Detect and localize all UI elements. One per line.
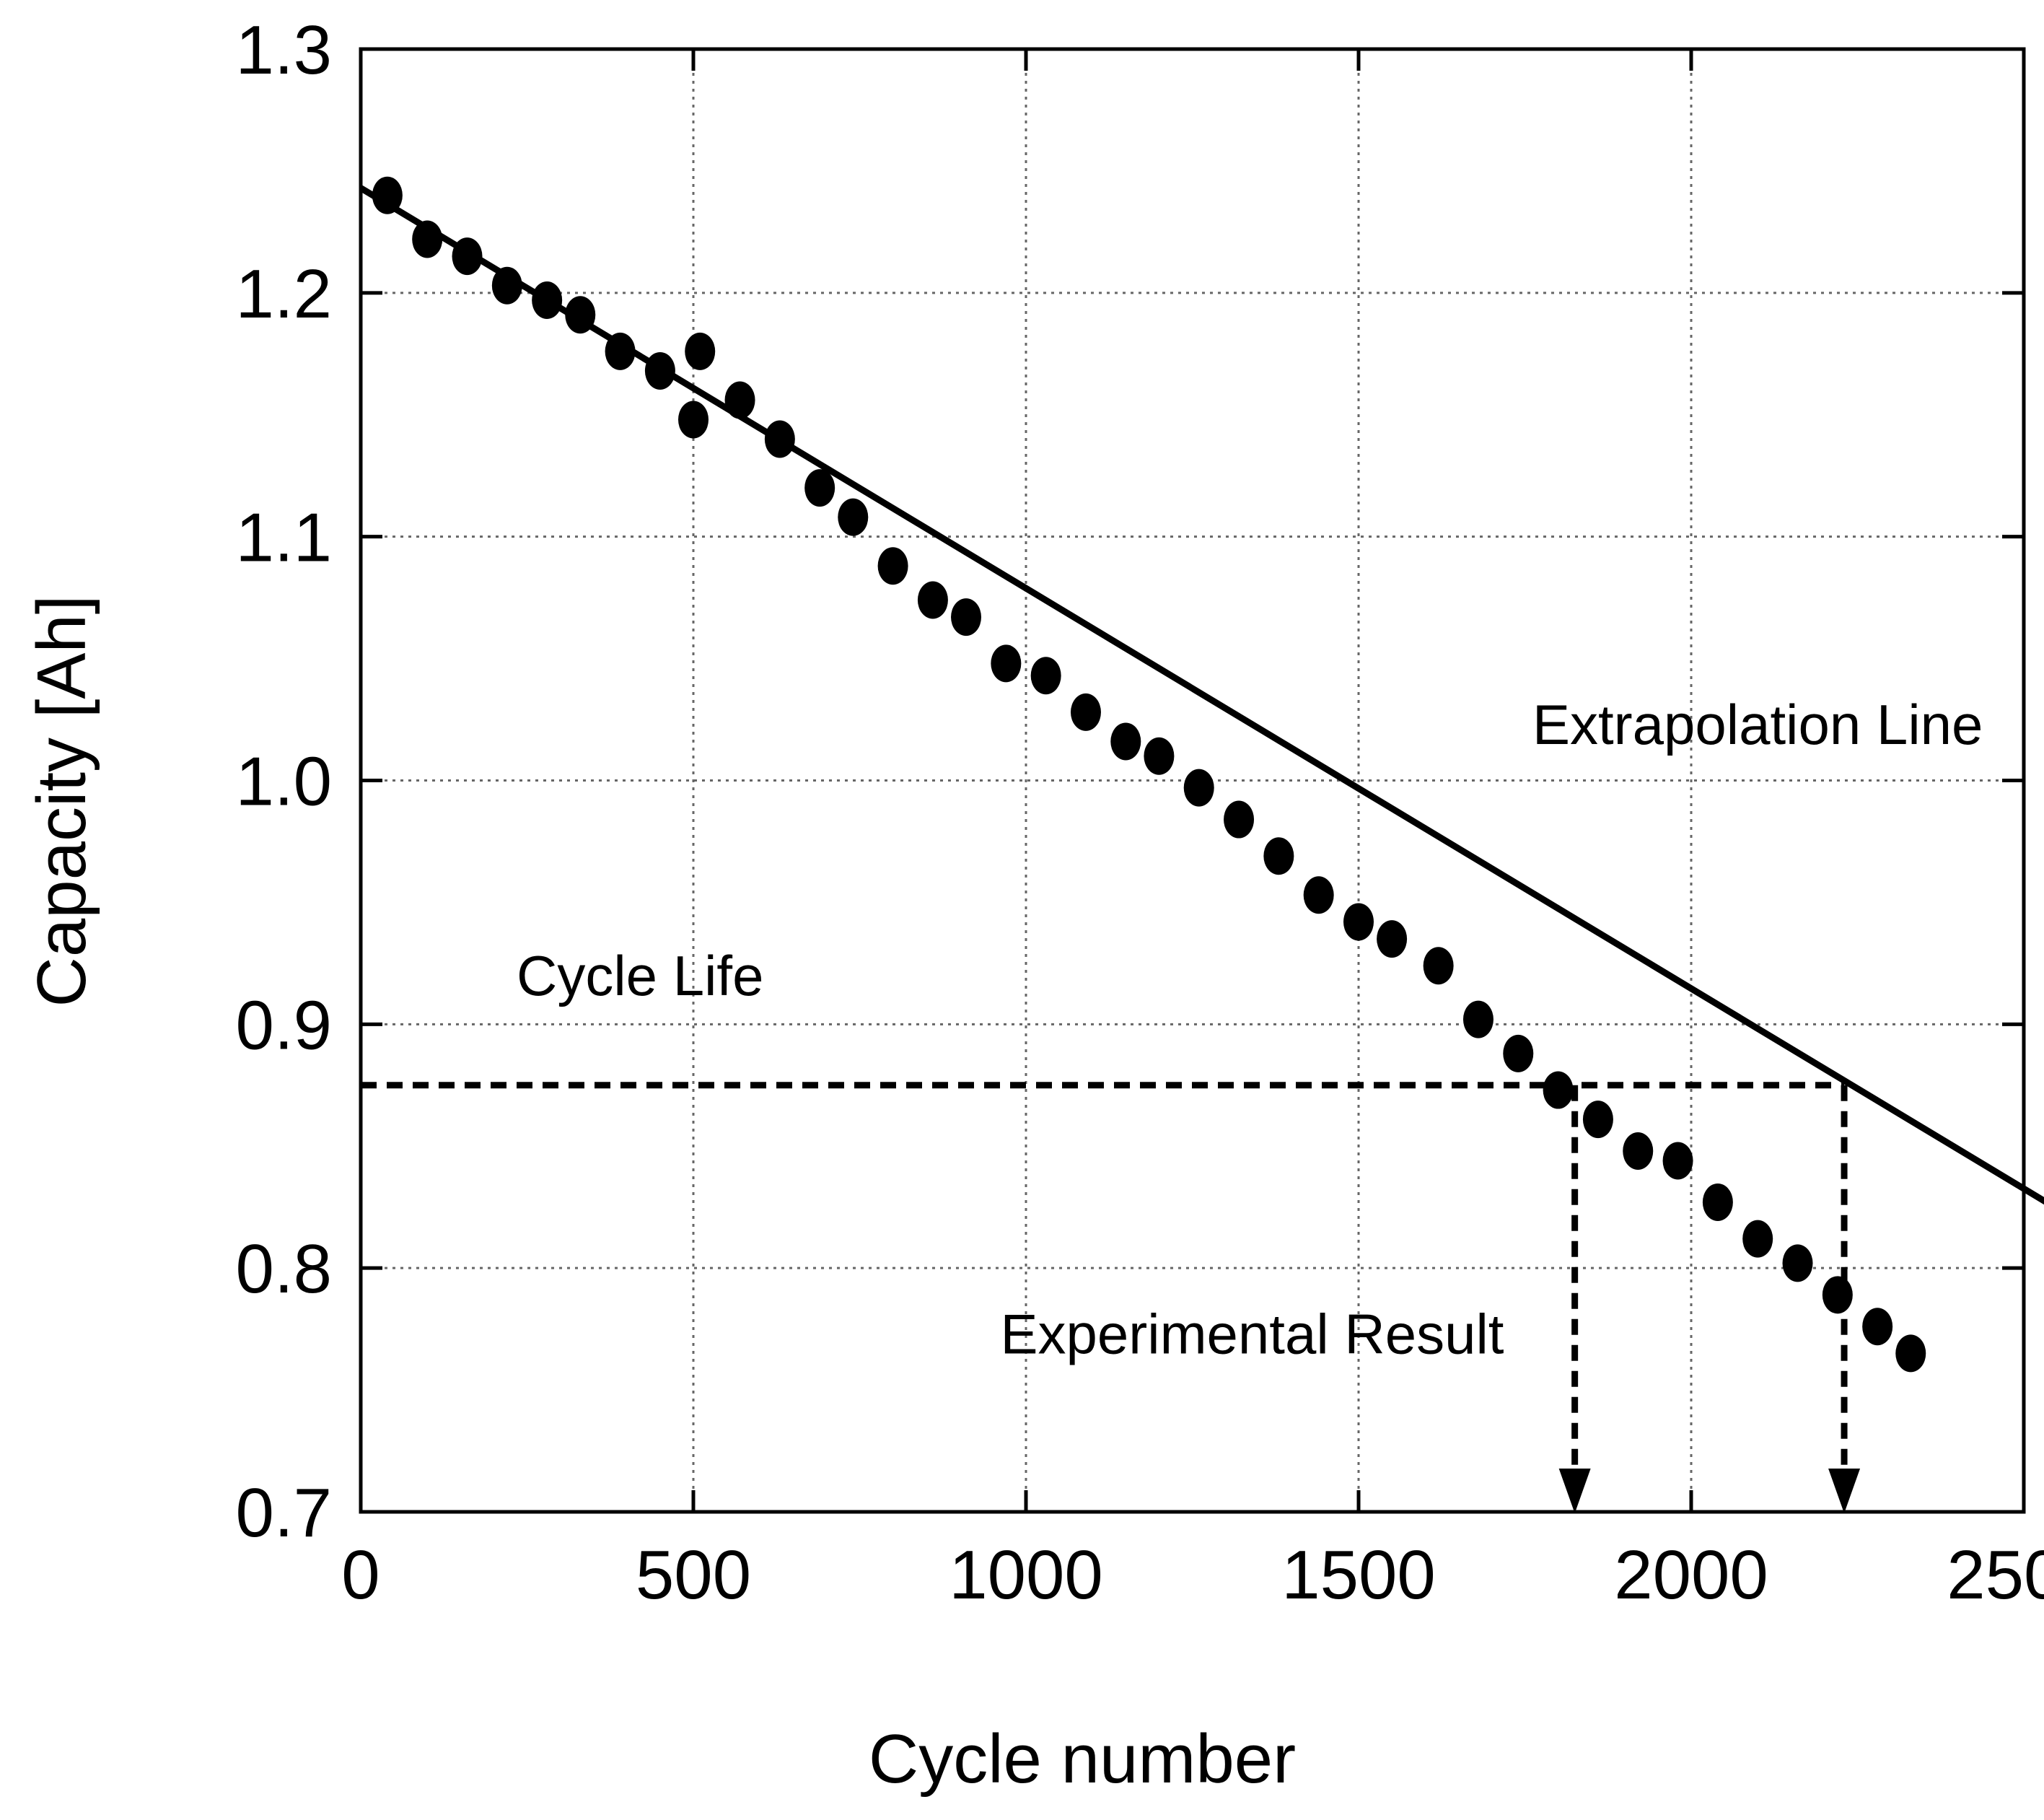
plot-area: Extrapolation Line Cycle Life Experimental…: [359, 176, 2044, 1513]
data-point: [1144, 737, 1175, 775]
extrapolation-line: [359, 185, 2044, 1205]
data-point: [1224, 800, 1255, 839]
data-point: [491, 266, 522, 305]
data-point: [1782, 1244, 1813, 1282]
data-point: [1070, 693, 1101, 731]
x-tick-label: 0: [341, 1536, 380, 1614]
data-point: [724, 381, 755, 419]
data-point: [1183, 769, 1214, 807]
x-tick-label: 1000: [949, 1536, 1103, 1614]
data-point: [1377, 920, 1408, 958]
data-point: [685, 332, 716, 370]
data-point: [838, 498, 869, 536]
data-point: [1030, 657, 1061, 695]
data-point: [951, 598, 982, 636]
data-point: [1543, 1071, 1574, 1109]
data-point: [1503, 1034, 1534, 1072]
data-point: [877, 547, 908, 585]
grid: [361, 49, 2024, 1512]
data-point: [605, 332, 636, 370]
data-point: [678, 401, 709, 439]
data-point: [917, 581, 948, 619]
data-point: [1742, 1220, 1773, 1258]
data-point: [532, 281, 563, 319]
y-tick-label: 1.0: [236, 743, 332, 821]
data-point: [1110, 722, 1141, 761]
x-tick-label: 1500: [1281, 1536, 1436, 1614]
data-point: [804, 469, 835, 507]
data-point: [372, 176, 403, 214]
y-tick-label: 1.3: [236, 12, 332, 89]
data-point: [991, 644, 1022, 683]
data-point: [1862, 1308, 1893, 1346]
data-point: [1623, 1132, 1654, 1171]
data-point: [1582, 1101, 1613, 1139]
x-axis-title: Cycle number: [869, 1720, 1296, 1798]
y-tick-label: 1.2: [236, 255, 332, 333]
data-point: [1423, 947, 1454, 985]
data-point: [1263, 837, 1294, 875]
y-tick-label: 0.8: [236, 1230, 332, 1308]
data-point: [644, 351, 675, 390]
data-point: [1702, 1183, 1733, 1221]
annotation-label: Experimental Result: [1000, 1302, 1504, 1365]
annotation-label: Extrapolation Line: [1532, 693, 1983, 756]
data-point: [565, 296, 596, 334]
arrowhead-icon: [1558, 1469, 1591, 1513]
data-point: [1462, 1000, 1493, 1038]
data-point: [1662, 1142, 1693, 1180]
data-point: [452, 237, 483, 276]
data-point: [1822, 1276, 1853, 1314]
arrowhead-icon: [1828, 1469, 1861, 1513]
data-point: [1343, 903, 1374, 941]
data-point: [1895, 1334, 1926, 1373]
y-tick-label: 0.9: [236, 986, 332, 1064]
annotation-label: Cycle Life: [517, 944, 763, 1007]
data-point: [764, 420, 795, 458]
x-tick-label: 500: [636, 1536, 751, 1614]
data-point: [1303, 876, 1334, 914]
y-tick-label: 1.1: [236, 499, 332, 577]
y-axis-title: Capacity [Ah]: [23, 595, 100, 1007]
data-point: [412, 220, 443, 258]
x-tick-label: 2000: [1614, 1536, 1768, 1614]
y-tick-label: 0.7: [236, 1474, 332, 1552]
